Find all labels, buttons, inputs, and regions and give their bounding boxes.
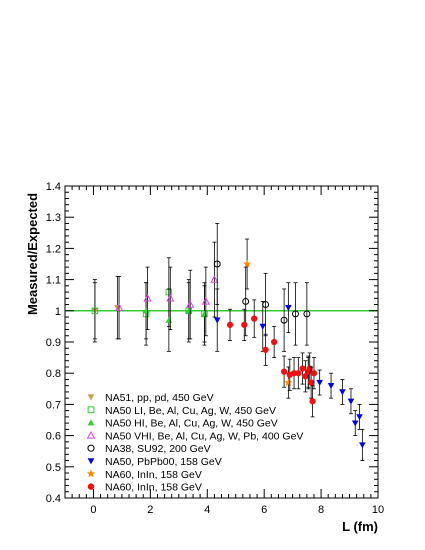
x-axis: 0 2 4 6 8 10 (64, 186, 384, 516)
data-point (114, 303, 124, 311)
legend-marker (87, 444, 95, 452)
y-axis: 0.4 0.5 0.6 0.7 0.8 0.9 1 1.1 1.2 1.3 1.4 (46, 181, 378, 505)
data-point (280, 368, 288, 375)
data-point (316, 379, 323, 386)
data-point (356, 414, 363, 421)
y-tick-label: 0.7 (46, 399, 61, 411)
legend-label: NA38, SU92, 200 GeV (105, 443, 211, 455)
data-points (91, 223, 366, 461)
legend-label: NA50 VHI, Be, Al, Cu, Ag, W, Pb, 400 GeV (105, 430, 303, 442)
data-point (327, 383, 335, 389)
data-point (310, 370, 318, 377)
data-point (351, 420, 359, 427)
series-7 (226, 299, 318, 418)
data-point (259, 323, 267, 330)
data-point (359, 442, 366, 449)
legend-marker (87, 483, 95, 490)
x-tick-label: 2 (147, 504, 153, 516)
data-point (241, 321, 248, 328)
series-4 (213, 223, 311, 352)
data-point (213, 260, 221, 268)
data-point (210, 275, 219, 283)
x-tick-label: 8 (318, 504, 324, 516)
legend-label: NA60, InIn, 158 GeV (105, 469, 202, 481)
legend-label: NA60, InIn, 158 GeV (105, 482, 202, 494)
y-tick-label: 1.2 (46, 243, 61, 255)
data-point (166, 293, 175, 302)
legend-marker (87, 406, 95, 414)
y-tick-label: 0.5 (46, 462, 61, 474)
data-point (299, 365, 306, 372)
series-3 (114, 241, 219, 340)
data-point (307, 379, 315, 386)
x-axis-label: L (fm) (342, 519, 378, 534)
legend-marker (86, 430, 96, 439)
x-tick-label: 6 (261, 504, 267, 516)
data-point (347, 398, 355, 405)
data-point (226, 321, 234, 328)
data-point (243, 259, 252, 268)
legend-marker (87, 419, 95, 426)
data-point (280, 316, 288, 324)
data-point (285, 305, 292, 311)
data-point (186, 300, 195, 308)
data-point (251, 315, 258, 322)
y-axis-label: Measured/Expected (25, 193, 40, 315)
data-point (213, 317, 221, 324)
data-point (303, 310, 311, 318)
y-tick-label: 0.6 (46, 431, 61, 443)
y-tick-label: 1 (55, 306, 61, 318)
legend-marker (86, 469, 96, 478)
data-point (302, 373, 309, 380)
data-point (262, 346, 269, 353)
data-point (309, 398, 316, 405)
data-point (242, 297, 250, 305)
data-point (201, 297, 210, 305)
legend-label: NA50, PbPb00, 158 GeV (105, 456, 222, 468)
y-tick-label: 1.1 (46, 275, 61, 287)
data-point (306, 365, 313, 372)
y-tick-label: 0.8 (46, 368, 61, 380)
x-tick-label: 4 (204, 504, 210, 516)
x-tick-label: 0 (90, 504, 96, 516)
legend-label: NA50 LI, Be, Al, Cu, Ag, W, 450 GeV (105, 405, 276, 417)
y-tick-label: 1.3 (46, 212, 61, 224)
y-tick-label: 1.4 (46, 181, 61, 193)
y-tick-label: 0.9 (46, 337, 61, 349)
data-point (91, 307, 99, 315)
data-point (143, 293, 152, 302)
legend-marker (87, 458, 95, 465)
data-point (295, 370, 302, 377)
data-point (339, 389, 346, 396)
x-tick-label: 10 (372, 504, 384, 516)
data-point (271, 338, 278, 346)
data-point (284, 378, 293, 387)
data-point (292, 310, 299, 318)
legend-label: NA51, pp, pd, 450 GeV (105, 392, 214, 404)
legend-label: NA50 HI, Be, Al, Cu, Ag, W, 450 GeV (105, 418, 278, 430)
y-tick-label: 0.4 (46, 493, 61, 505)
legend-marker (87, 394, 95, 401)
